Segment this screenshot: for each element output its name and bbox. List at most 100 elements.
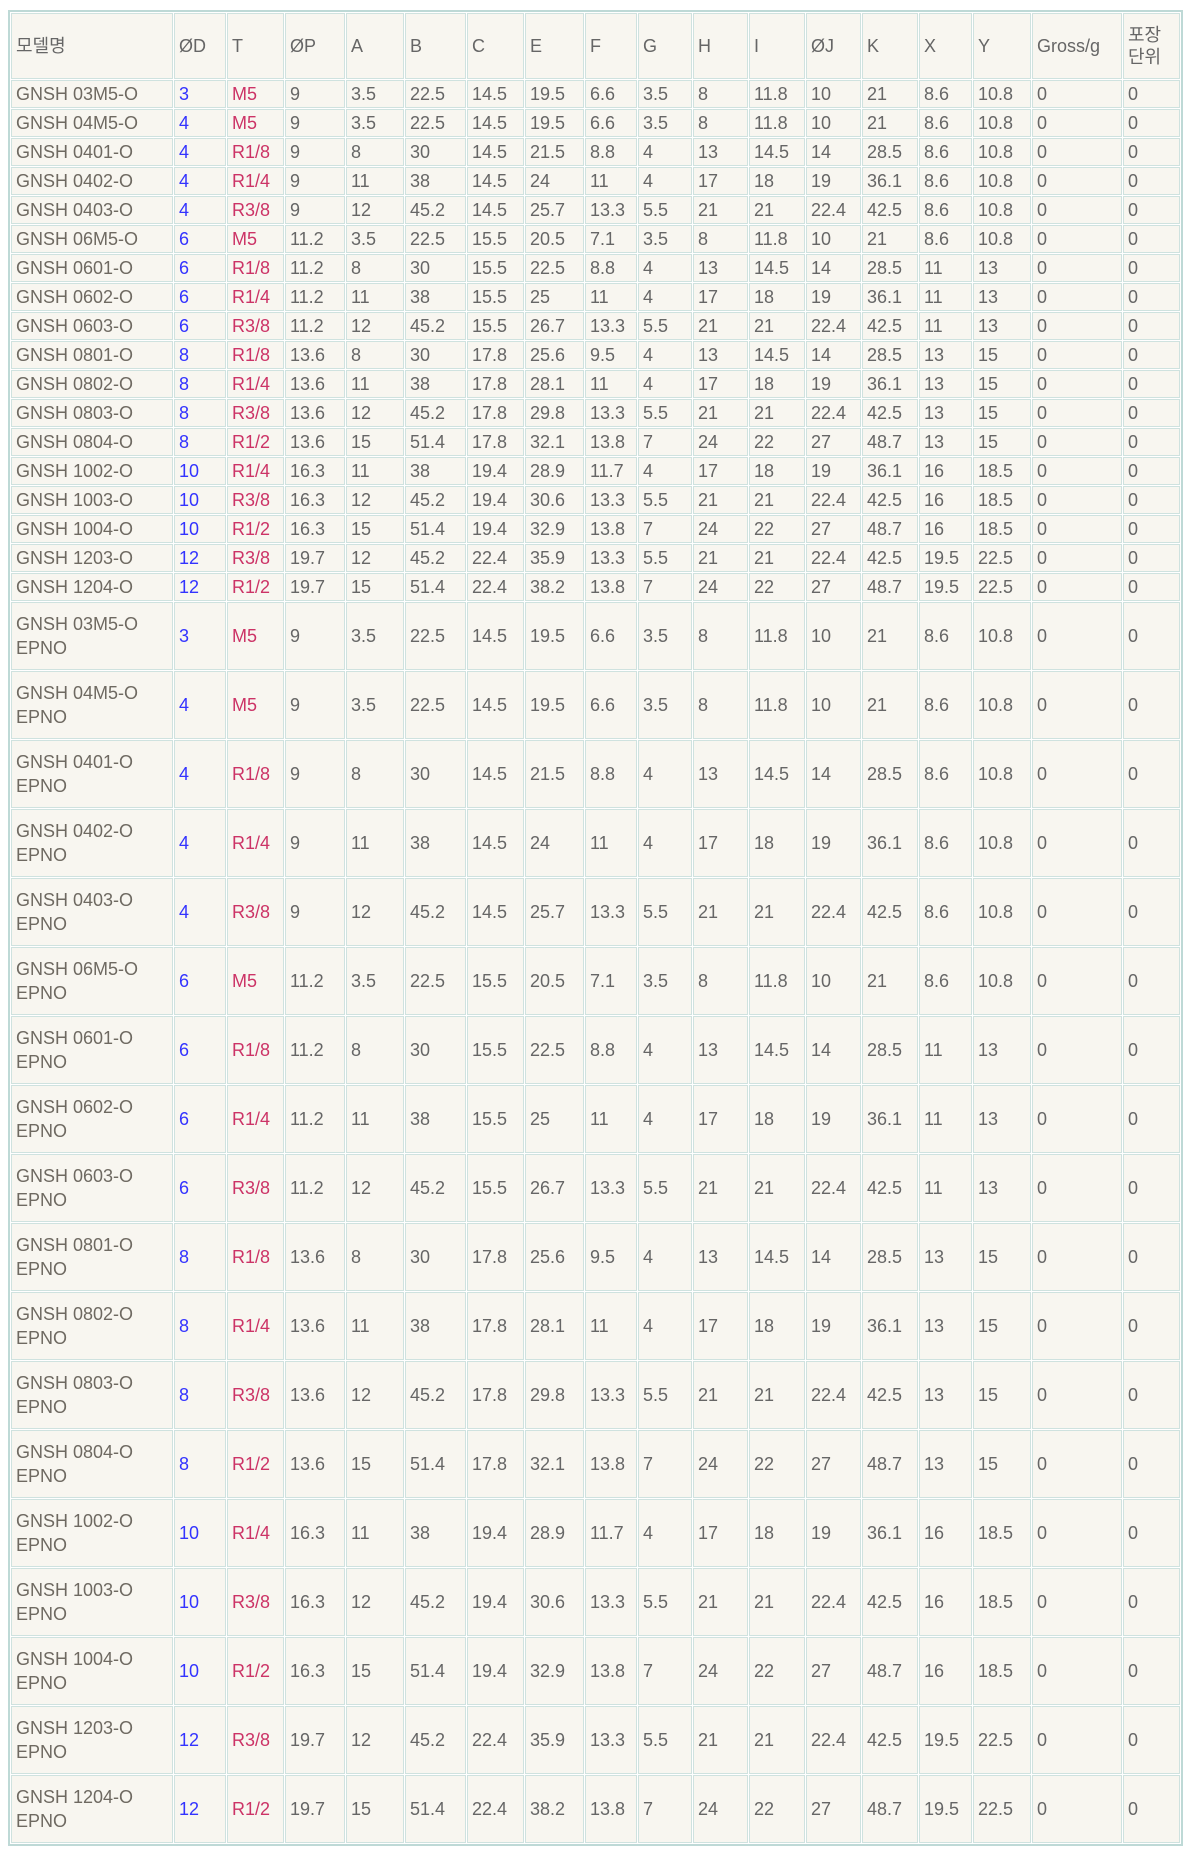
cell-od: 6	[174, 1085, 226, 1153]
cell-i: 18	[749, 283, 805, 311]
cell-pkg: 0	[1123, 283, 1180, 311]
cell-g: 4	[638, 1016, 692, 1084]
cell-gross: 0	[1032, 1775, 1122, 1843]
cell-y: 10.8	[973, 602, 1031, 670]
cell-od: 8	[174, 399, 226, 427]
cell-op: 9	[285, 878, 345, 946]
cell-k: 21	[862, 602, 918, 670]
cell-g: 4	[638, 1085, 692, 1153]
cell-od: 8	[174, 1223, 226, 1291]
cell-oj: 10	[806, 671, 861, 739]
cell-a: 15	[346, 1637, 404, 1705]
cell-oj: 19	[806, 1292, 861, 1360]
cell-t: R3/8	[227, 312, 284, 340]
cell-k: 36.1	[862, 1292, 918, 1360]
cell-pkg: 0	[1123, 138, 1180, 166]
cell-gross: 0	[1032, 947, 1122, 1015]
cell-model: GNSH 0804-O	[11, 428, 173, 456]
cell-e: 32.1	[525, 428, 584, 456]
cell-c: 19.4	[467, 1568, 524, 1636]
cell-model: GNSH 0804-O EPNO	[11, 1430, 173, 1498]
cell-i: 18	[749, 1292, 805, 1360]
cell-h: 8	[693, 671, 748, 739]
cell-gross: 0	[1032, 428, 1122, 456]
cell-op: 9	[285, 196, 345, 224]
cell-model: GNSH 0803-O	[11, 399, 173, 427]
cell-y: 10.8	[973, 109, 1031, 137]
cell-oj: 27	[806, 1775, 861, 1843]
cell-oj: 22.4	[806, 544, 861, 572]
cell-oj: 22.4	[806, 196, 861, 224]
cell-gross: 0	[1032, 1223, 1122, 1291]
cell-g: 7	[638, 1775, 692, 1843]
cell-k: 48.7	[862, 573, 918, 601]
cell-i: 22	[749, 1637, 805, 1705]
cell-a: 12	[346, 486, 404, 514]
cell-pkg: 0	[1123, 254, 1180, 282]
cell-pkg: 0	[1123, 486, 1180, 514]
col-header-t: T	[227, 13, 284, 79]
cell-f: 6.6	[585, 80, 637, 108]
cell-model: GNSH 1004-O EPNO	[11, 1637, 173, 1705]
cell-g: 4	[638, 457, 692, 485]
cell-i: 11.8	[749, 602, 805, 670]
cell-model: GNSH 0403-O EPNO	[11, 878, 173, 946]
cell-oj: 27	[806, 1637, 861, 1705]
cell-f: 8.8	[585, 138, 637, 166]
cell-b: 38	[405, 370, 466, 398]
cell-t: R1/2	[227, 1637, 284, 1705]
cell-i: 18	[749, 1085, 805, 1153]
cell-e: 35.9	[525, 1706, 584, 1774]
cell-b: 51.4	[405, 515, 466, 543]
cell-a: 11	[346, 167, 404, 195]
cell-pkg: 0	[1123, 1154, 1180, 1222]
cell-i: 18	[749, 370, 805, 398]
cell-od: 10	[174, 1499, 226, 1567]
cell-e: 19.5	[525, 109, 584, 137]
cell-b: 30	[405, 1016, 466, 1084]
cell-b: 38	[405, 1292, 466, 1360]
cell-gross: 0	[1032, 457, 1122, 485]
cell-f: 6.6	[585, 602, 637, 670]
cell-pkg: 0	[1123, 1016, 1180, 1084]
cell-a: 8	[346, 138, 404, 166]
cell-od: 4	[174, 878, 226, 946]
cell-model: GNSH 03M5-O EPNO	[11, 602, 173, 670]
cell-y: 13	[973, 254, 1031, 282]
cell-y: 15	[973, 341, 1031, 369]
cell-pkg: 0	[1123, 947, 1180, 1015]
cell-b: 22.5	[405, 109, 466, 137]
cell-od: 6	[174, 312, 226, 340]
cell-b: 22.5	[405, 947, 466, 1015]
cell-h: 21	[693, 1706, 748, 1774]
cell-oj: 10	[806, 947, 861, 1015]
cell-gross: 0	[1032, 312, 1122, 340]
cell-h: 24	[693, 428, 748, 456]
cell-a: 8	[346, 1223, 404, 1291]
cell-t: R1/2	[227, 1430, 284, 1498]
table-row: GNSH 0602-O 6 R1/4 11.2 11 38 15.5 25 11 4 17 18 19 3…	[11, 283, 1180, 311]
cell-pkg: 0	[1123, 878, 1180, 946]
cell-a: 12	[346, 1154, 404, 1222]
cell-t: R3/8	[227, 486, 284, 514]
cell-t: M5	[227, 109, 284, 137]
cell-oj: 14	[806, 254, 861, 282]
cell-i: 21	[749, 544, 805, 572]
cell-g: 3.5	[638, 671, 692, 739]
cell-f: 11	[585, 167, 637, 195]
cell-od: 3	[174, 602, 226, 670]
cell-g: 3.5	[638, 602, 692, 670]
cell-h: 17	[693, 809, 748, 877]
cell-e: 19.5	[525, 602, 584, 670]
cell-x: 19.5	[919, 573, 972, 601]
cell-c: 19.4	[467, 515, 524, 543]
cell-oj: 19	[806, 370, 861, 398]
cell-x: 8.6	[919, 602, 972, 670]
cell-t: R3/8	[227, 1568, 284, 1636]
cell-f: 11.7	[585, 457, 637, 485]
cell-model: GNSH 1004-O	[11, 515, 173, 543]
cell-gross: 0	[1032, 1637, 1122, 1705]
cell-g: 3.5	[638, 947, 692, 1015]
cell-g: 4	[638, 283, 692, 311]
cell-x: 8.6	[919, 138, 972, 166]
